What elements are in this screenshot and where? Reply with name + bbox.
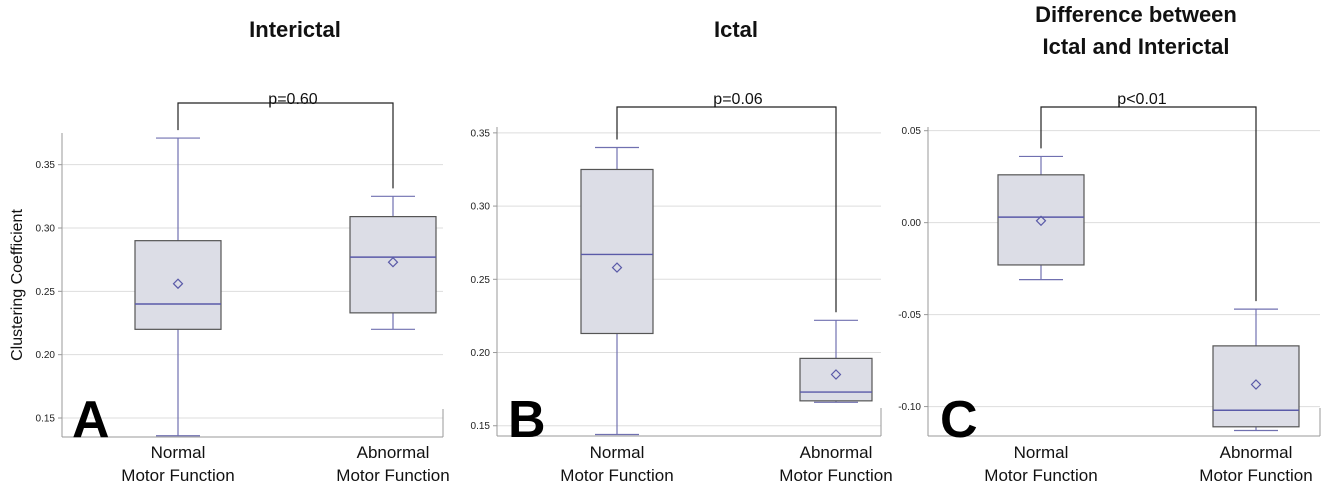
mean-marker	[387, 256, 399, 268]
p-value-label: p=0.06	[713, 91, 762, 108]
p-value-label: p<0.01	[1117, 91, 1166, 108]
mean-marker	[611, 262, 623, 273]
x-category-label: Abnormal	[1220, 443, 1293, 462]
box-normal	[580, 146, 654, 436]
mean-marker	[1035, 215, 1047, 227]
y-tick-label: 0.30	[471, 202, 491, 213]
panel-letter: A	[72, 391, 110, 449]
panel-title: Ictal and Interictal	[1042, 34, 1229, 59]
x-category-label: Motor Function	[779, 466, 892, 485]
y-tick-label: -0.10	[898, 402, 921, 413]
panel-c: 0.05 0.00 -0.05 -0.10 p<0.01 Difference betwe…	[898, 2, 1321, 485]
x-category-label: Abnormal	[800, 443, 873, 462]
significance-bracket	[1040, 106, 1257, 302]
panel-b: 0.15 0.20 0.25 0.30 0.35 p=0.06 Ictal Normal Mot…	[471, 17, 893, 485]
y-tick-label: 0.35	[36, 160, 56, 171]
iqr-box	[580, 168, 654, 335]
y-tick-label: 0.15	[471, 421, 491, 432]
mean-marker	[830, 369, 842, 380]
x-category-label: Normal	[151, 443, 206, 462]
mean-marker	[172, 278, 184, 290]
panel-letter: C	[940, 391, 978, 449]
significance-bracket	[177, 102, 394, 189]
x-category-label: Motor Function	[336, 466, 449, 485]
iqr-box	[134, 240, 222, 330]
p-value-label: p=0.60	[268, 91, 317, 108]
box-normal	[997, 155, 1085, 281]
y-axis-label: Clustering Coefficient	[9, 209, 26, 361]
x-category-label: Motor Function	[984, 466, 1097, 485]
significance-bracket	[616, 106, 837, 313]
box-abnormal	[1212, 308, 1300, 432]
y-tick-label: 0.00	[902, 218, 922, 229]
y-tick-label: 0.20	[36, 350, 56, 361]
iqr-box	[1212, 345, 1300, 428]
y-tick-label: 0.15	[36, 414, 56, 425]
panel-a: 0.15 0.20 0.25 0.30 0.35 p=0.60 Interictal Norm…	[9, 17, 450, 485]
y-tick-label: 0.20	[471, 348, 491, 359]
panel-letter: B	[508, 391, 546, 449]
x-category-label: Normal	[1014, 443, 1069, 462]
x-category-label: Normal	[590, 443, 645, 462]
box-abnormal	[799, 319, 873, 403]
y-tick-label: 0.30	[36, 224, 56, 235]
panel-title: Interictal	[249, 17, 341, 42]
x-category-label: Abnormal	[357, 443, 430, 462]
y-tick-label: -0.05	[898, 310, 921, 321]
iqr-box	[997, 174, 1085, 266]
mean-marker	[1250, 379, 1262, 390]
iqr-box	[349, 216, 437, 314]
y-tick-label: 0.35	[471, 128, 491, 139]
y-tick-label: 0.25	[471, 275, 491, 286]
panel-title: Ictal	[714, 17, 758, 42]
panel-title: Difference between	[1035, 2, 1237, 27]
box-abnormal	[349, 195, 437, 330]
box-normal	[134, 137, 222, 437]
x-category-label: Motor Function	[121, 466, 234, 485]
x-category-label: Motor Function	[560, 466, 673, 485]
y-tick-label: 0.25	[36, 287, 56, 298]
y-tick-label: 0.05	[902, 126, 922, 137]
x-category-label: Motor Function	[1199, 466, 1312, 485]
